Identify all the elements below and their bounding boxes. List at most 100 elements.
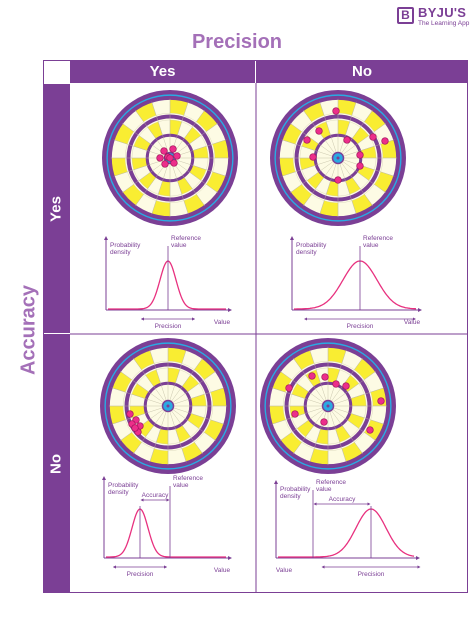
dartboard-spoke [342, 123, 386, 155]
dartboard-spoke [309, 349, 327, 401]
dartboard-spoke [339, 101, 357, 153]
dartboard-bullseye-center [166, 404, 170, 408]
density-curve [106, 508, 226, 558]
dartboard-spoke [303, 162, 335, 206]
dartboard-spoke [329, 349, 347, 401]
probability-density-label: density [280, 493, 301, 500]
reference-value-label: value [316, 486, 332, 493]
dart-hit [166, 154, 174, 162]
dart-hit [308, 372, 316, 380]
probability-density-label: Probability [296, 242, 327, 249]
reference-value-label: value [171, 242, 187, 249]
reference-value-label: value [363, 242, 379, 249]
dartboard-spoke [332, 409, 376, 441]
probability-density-label: density [110, 249, 131, 256]
dartboard-spoke [111, 407, 163, 425]
dartboard-spoke [333, 407, 385, 425]
dartboard-spoke [339, 163, 357, 215]
dartboard-spoke [331, 358, 363, 402]
dart-hit [356, 151, 364, 159]
dartboard-spoke [120, 371, 164, 403]
dart-hit [369, 133, 377, 141]
dartboard-spoke [331, 410, 363, 454]
row-header-yes: Yes [43, 84, 70, 333]
dartboard-spoke [135, 110, 167, 154]
dart-hit [332, 380, 340, 388]
dartboard-spoke [171, 358, 203, 402]
probability-density-label: Probability [108, 482, 139, 489]
accuracy-label: Accuracy [142, 492, 169, 499]
dartboard [270, 90, 406, 226]
dartboard-spoke [343, 159, 395, 177]
dartboard-spoke [169, 349, 187, 401]
precision-label: Precision [358, 571, 385, 578]
reference-value-label: Reference [363, 235, 393, 242]
dartboard-bullseye-center [336, 156, 340, 160]
dart-hit [160, 147, 168, 155]
dartboard-spoke [173, 387, 225, 405]
reference-value-label: value [173, 482, 189, 489]
dartboard-spoke [133, 410, 165, 454]
dartboard-spoke [173, 162, 205, 206]
dart-hit [169, 145, 177, 153]
dart-hit [321, 373, 329, 381]
column-header-yes: Yes [70, 60, 255, 83]
dartboard-spoke [271, 387, 323, 405]
dartboard-spoke [113, 139, 165, 157]
dartboard-spoke [293, 358, 325, 402]
dart-hit [131, 424, 139, 432]
dart-hit [343, 136, 351, 144]
dartboard-spoke [319, 101, 337, 153]
density-curve [108, 260, 226, 310]
dartboard-spoke [169, 411, 187, 463]
dartboard-spoke [149, 411, 167, 463]
dart-hit [309, 153, 317, 161]
dart-hit [156, 154, 164, 162]
probability-density-plot: Accuracy Precision Value Probabilitydensity… [274, 479, 421, 578]
dartboard-spoke [111, 387, 163, 405]
value-label: Value [404, 319, 421, 326]
dartboard-spoke [151, 101, 169, 153]
dart-hit [320, 418, 328, 426]
accuracy-label: Accuracy [329, 496, 356, 503]
column-header-no: No [256, 60, 468, 83]
dartboard-spoke [280, 409, 324, 441]
dart-hit [377, 397, 385, 405]
dart-hit [285, 384, 293, 392]
logo-mark: B [397, 7, 414, 24]
dartboard-spoke [281, 139, 333, 157]
dartboard-spoke [174, 123, 218, 155]
probability-density-label: density [296, 249, 317, 256]
dartboard-spoke [293, 410, 325, 454]
dart-hit [356, 162, 364, 170]
value-label: Value [214, 319, 231, 326]
dartboard-spoke [290, 161, 334, 193]
dartboard-ring [105, 343, 231, 469]
dartboard [100, 338, 236, 474]
dart-hit [291, 410, 299, 418]
probability-density-plot: Accuracy Precision Value Probabilitydensity… [102, 475, 232, 578]
precision-title: Precision [191, 31, 283, 53]
value-label: Value [214, 567, 231, 574]
dartboard-spoke [122, 123, 166, 155]
byjus-logo: B BYJU'S The Learning App [397, 5, 471, 29]
dart-hit [303, 136, 311, 144]
dartboard-spoke [171, 101, 189, 153]
precision-label: Precision [347, 323, 374, 330]
dart-hit [342, 382, 350, 390]
dart-hit [366, 426, 374, 434]
dartboard-ring [265, 343, 391, 469]
dartboard-spoke [122, 161, 166, 193]
dartboard-spoke [149, 349, 167, 401]
dart-hit [126, 410, 134, 418]
dart-hit [381, 137, 389, 145]
reference-value-label: Reference [173, 475, 203, 482]
dart-hit [332, 107, 340, 115]
density-curve [278, 508, 415, 558]
dartboard-spoke [173, 110, 205, 154]
density-curve [294, 260, 417, 310]
reference-value-label: Reference [171, 235, 201, 242]
dartboard-spoke [171, 410, 203, 454]
